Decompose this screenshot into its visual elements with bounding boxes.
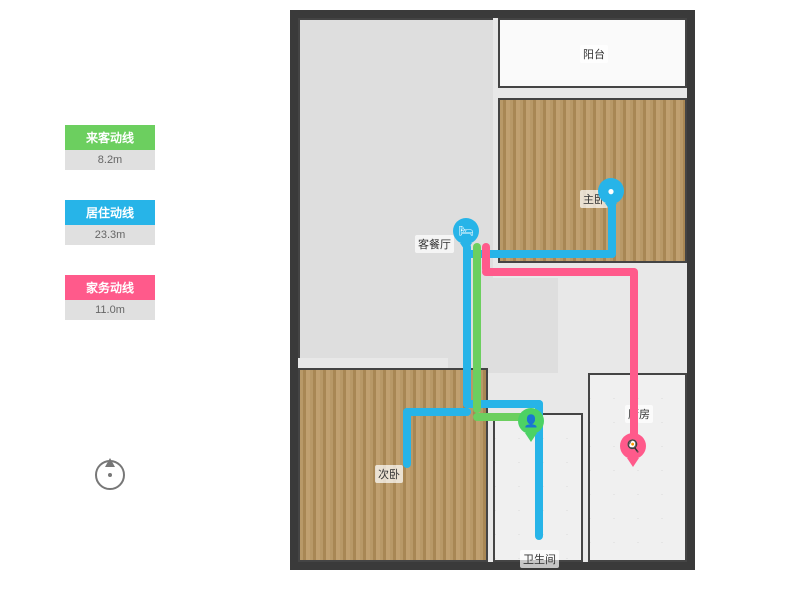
legend-resident-distance: 23.3m [65,225,155,245]
legend-guest: 来客动线 8.2m [65,125,155,170]
legend-resident: 居住动线 23.3m [65,200,155,245]
path-resident-seg-3 [403,408,411,468]
path-resident-seg-2 [403,408,471,416]
path-resident-seg-1 [463,243,471,408]
floorplan: 阳台主卧客餐厅次卧卫生间厨房🛏●👤🍳 [290,10,695,570]
room-label-balcony: 阳台 [580,45,608,63]
path-chore-node-3-icon: 🍳 [626,440,641,452]
path-resident-node-6: ● [598,178,624,204]
legend-panel: 来客动线 8.2m 居住动线 23.3m 家务动线 11.0m [65,125,155,350]
path-guest-seg-0 [473,243,481,413]
room-balcony: 阳台 [498,18,687,88]
room-second: 次卧 [298,368,488,562]
path-resident-node-0: 🛏 [453,218,479,244]
path-resident-node-6-icon: ● [607,185,614,197]
path-guest-node-2: 👤 [518,408,544,434]
room-label-bathroom: 卫生间 [520,550,559,568]
path-chore-seg-2 [630,268,638,438]
room-label-second: 次卧 [375,465,403,483]
legend-guest-distance: 8.2m [65,150,155,170]
legend-chore-distance: 11.0m [65,300,155,320]
room-master: 主卧 [498,98,687,263]
path-chore-seg-1 [482,268,637,276]
legend-chore: 家务动线 11.0m [65,275,155,320]
legend-guest-label: 来客动线 [65,125,155,150]
path-resident-node-0-icon: 🛏 [458,225,473,237]
legend-resident-label: 居住动线 [65,200,155,225]
room-label-living: 客餐厅 [415,235,454,253]
path-chore-node-3: 🍳 [620,433,646,459]
path-guest-node-2-icon: 👤 [524,415,539,427]
compass-icon [95,460,125,490]
legend-chore-label: 家务动线 [65,275,155,300]
